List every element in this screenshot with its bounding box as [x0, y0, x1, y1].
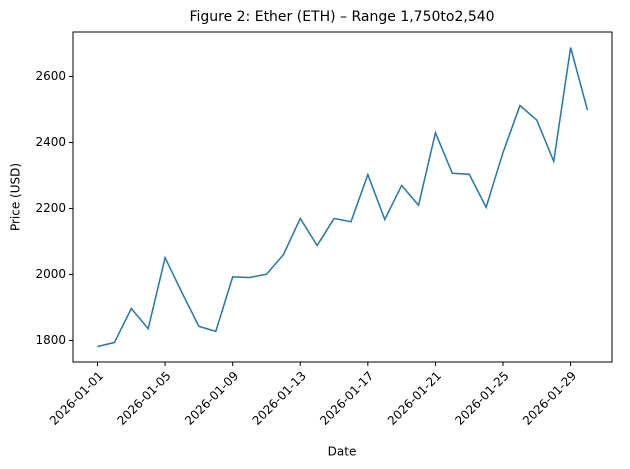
y-tick-label: 2400: [35, 135, 66, 149]
y-tick-label: 1800: [35, 333, 66, 347]
plot-frame: [72, 31, 613, 363]
x-axis-label: Date: [328, 445, 357, 459]
x-tick-label: 2026-01-29: [520, 369, 579, 428]
x-tick-label: 2026-01-01: [47, 369, 106, 428]
x-tick-label: 2026-01-05: [114, 369, 173, 428]
y-tick-label: 2200: [35, 201, 66, 215]
x-tick-label: 2026-01-21: [385, 369, 444, 428]
y-axis-label: Price (USD): [9, 163, 23, 231]
y-tick-label: 2600: [35, 69, 66, 83]
chart-title: Figure 2: Ether (ETH) – Range 1,750to2,5…: [189, 9, 494, 25]
x-tick-label: 2026-01-25: [452, 369, 511, 428]
y-tick-label: 2000: [35, 267, 66, 281]
line: [97, 47, 589, 348]
x-tick-label: 2026-01-17: [317, 369, 376, 428]
x-tick-label: 2026-01-13: [250, 369, 309, 428]
x-tick-label: 2026-01-09: [182, 369, 241, 428]
